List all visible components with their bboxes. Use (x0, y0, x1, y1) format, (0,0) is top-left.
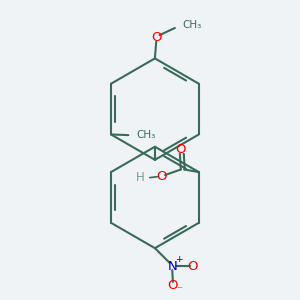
Text: CH₃: CH₃ (182, 20, 202, 30)
Text: CH₃: CH₃ (136, 130, 156, 140)
Text: H: H (136, 171, 145, 184)
Text: N: N (167, 260, 177, 273)
Text: O: O (188, 260, 198, 273)
Text: O: O (168, 279, 178, 292)
Text: O: O (175, 143, 185, 156)
Text: +: + (175, 255, 182, 264)
Text: O: O (151, 31, 161, 44)
Text: ⁻: ⁻ (176, 285, 182, 295)
Text: O: O (156, 170, 166, 183)
